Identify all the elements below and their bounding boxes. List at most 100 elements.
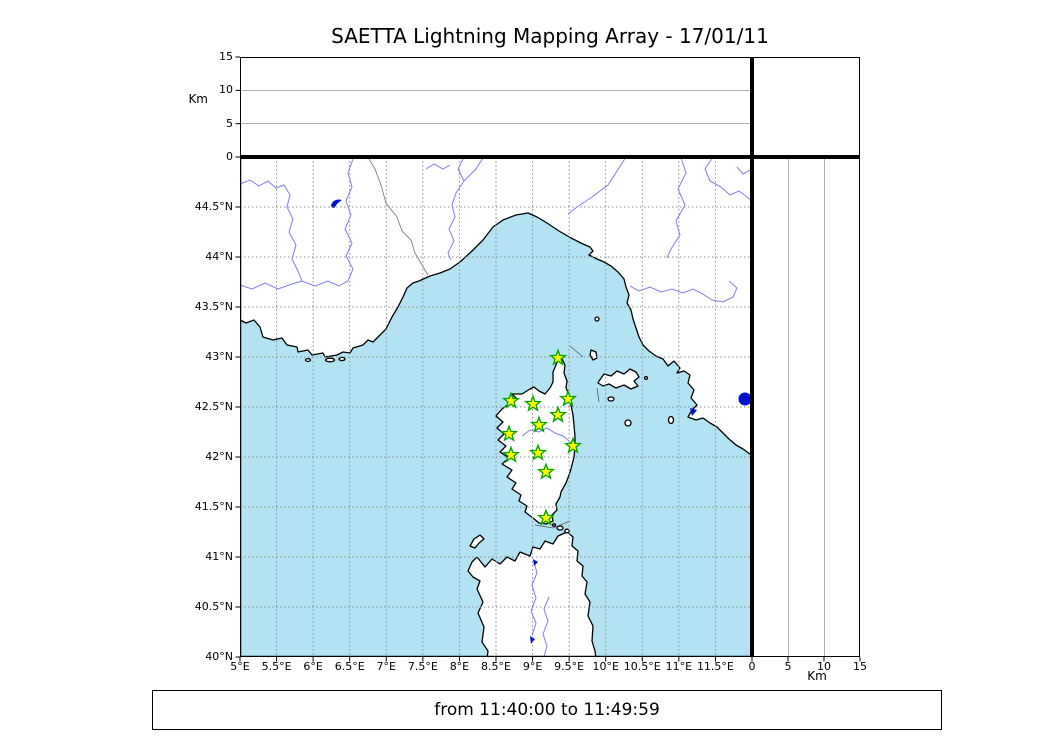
altitude-gridline-5km — [241, 123, 751, 124]
lon-tick-label: 11.5°E — [696, 660, 734, 673]
sea-contour-layer — [534, 345, 600, 529]
river-golo — [521, 427, 575, 447]
maddalena-island-3 — [551, 523, 557, 527]
river-arno — [629, 280, 738, 303]
time-range-box: from 11:40:00 to 11:49:59 — [152, 690, 942, 730]
lagoon-orbetello — [690, 408, 697, 416]
right-km-axis-label: Km — [807, 669, 827, 683]
right-km-tick-label: 15 — [853, 660, 867, 673]
lat-tick-label: 43°N — [205, 350, 233, 363]
asinara-island — [469, 534, 485, 549]
port-cros-island — [338, 356, 346, 362]
station-marker — [501, 445, 521, 463]
station-marker — [536, 462, 556, 480]
lake-coghinas — [533, 559, 538, 566]
figure-title: SAETTA Lightning Mapping Array - 17/01/1… — [331, 24, 769, 48]
station-marker — [536, 508, 556, 526]
lat-tick-label: 44.5°N — [194, 200, 233, 213]
lon-tick-label: 9.5°E — [554, 660, 585, 673]
cerboli-island — [643, 375, 649, 381]
lake-layer — [331, 199, 752, 644]
bottom-tick-marks — [239, 657, 861, 662]
pianosa-island — [607, 396, 615, 402]
lat-tick-label: 42.5°N — [194, 400, 233, 413]
lon-tick-label: 11°E — [665, 660, 693, 673]
lon-tick-label: 7°E — [376, 660, 396, 673]
station-marker — [529, 415, 549, 433]
river — [463, 157, 484, 182]
altitude-axis-label: Km — [188, 92, 208, 106]
porquerolles-island — [324, 357, 336, 363]
lake-serre-poncon — [331, 199, 342, 209]
right-km-tick-label: 0 — [748, 660, 756, 673]
lon-tick-label: 5°E — [230, 660, 250, 673]
time-range-text: from 11:40:00 to 11:49:59 — [434, 700, 660, 720]
station-marker — [523, 394, 543, 412]
lake-omodeo — [530, 636, 535, 644]
station-marker — [548, 348, 568, 366]
map-gridlines — [240, 157, 752, 657]
lon-tick-label: 8°E — [449, 660, 470, 673]
right-km-tick-label: 10 — [817, 660, 831, 673]
lat-tick-label: 40.5°N — [194, 600, 233, 613]
river — [530, 561, 538, 637]
elba-island — [597, 368, 640, 390]
sea-contour — [534, 520, 571, 529]
lon-tick-label: 10.5°E — [623, 660, 661, 673]
capraia-island — [589, 349, 598, 361]
lon-tick-label: 5.5°E — [261, 660, 292, 673]
altitude-tick-label: 15 — [219, 50, 233, 63]
altitude-tick-label: 5 — [226, 116, 233, 130]
river — [240, 280, 349, 290]
altitude-tick-label: 0 — [226, 150, 233, 163]
gorgona-island — [594, 316, 600, 322]
stations-layer — [499, 348, 583, 526]
river — [736, 166, 752, 175]
lake-bolsena — [738, 392, 752, 406]
maddalena-island-2 — [564, 528, 570, 534]
left-tick-marks — [235, 56, 240, 658]
lat-tick-label: 41.5°N — [194, 500, 233, 513]
lat-tick-label: 41°N — [205, 550, 233, 563]
mainland-coast — [240, 157, 752, 457]
river — [447, 157, 465, 261]
river — [425, 163, 451, 170]
lon-tick-label: 8.5°E — [481, 660, 511, 673]
lon-tick-label: 9°E — [522, 660, 543, 673]
right-km-tick-label: 5 — [784, 660, 792, 673]
lat-tick-label: 43.5°N — [194, 300, 233, 313]
station-marker — [499, 424, 519, 442]
altitude-longitude-panel — [240, 57, 752, 157]
river — [666, 157, 687, 259]
station-marker — [548, 405, 568, 423]
lat-tick-label: 44°N — [205, 250, 233, 263]
levant-island — [304, 357, 312, 363]
altitude-tick-label: 10 — [219, 83, 233, 97]
lat-tick-label: 42°N — [205, 450, 233, 463]
river — [704, 157, 752, 202]
station-marker — [558, 389, 578, 407]
country-border-line — [367, 157, 429, 276]
horizontal-divider — [240, 155, 860, 159]
station-marker — [528, 443, 548, 461]
lon-tick-label: 6°E — [303, 660, 323, 673]
vertical-divider — [750, 57, 754, 657]
maddalena-island-1 — [556, 525, 564, 531]
station-marker — [501, 391, 521, 409]
map-canvas — [240, 157, 752, 657]
river — [567, 157, 627, 215]
altitude-latitude-panel — [752, 157, 860, 657]
altitude-gridline-10km — [241, 89, 751, 91]
montecristo-island — [624, 419, 632, 427]
lon-tick-label: 10°E — [592, 660, 619, 673]
giglio-island — [667, 415, 675, 425]
altitude-histogram-panel — [752, 57, 860, 157]
lon-tick-label: 7.5°E — [407, 660, 438, 673]
station-marker — [563, 436, 583, 454]
lon-tick-label: 6.5°E — [334, 660, 365, 673]
sea-contour — [569, 345, 584, 358]
lat-tick-label: 40°N — [205, 650, 233, 663]
right-gridline-10km — [823, 158, 825, 656]
sardinia-island — [467, 531, 597, 657]
